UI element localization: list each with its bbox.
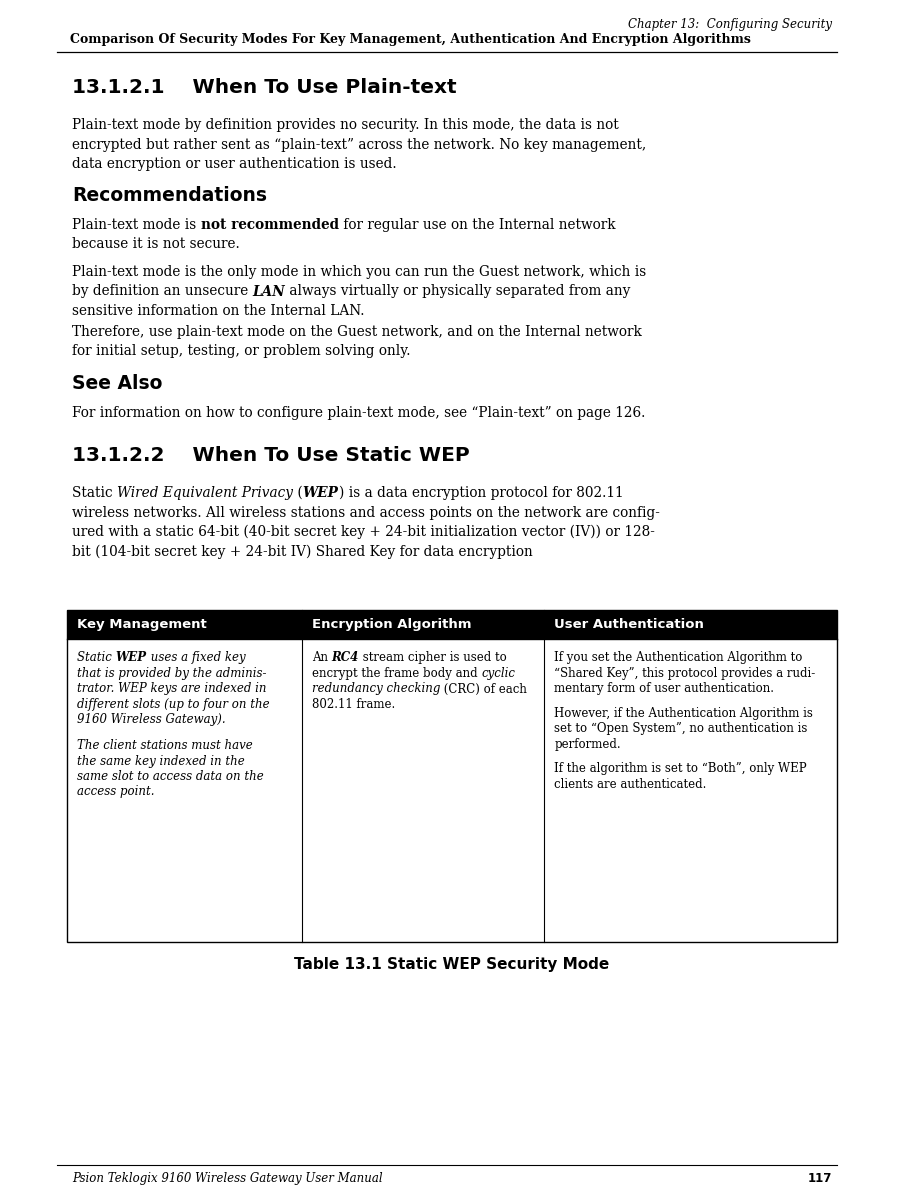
- Text: Table 13.1 Static WEP Security Mode: Table 13.1 Static WEP Security Mode: [294, 956, 609, 972]
- Text: WEP: WEP: [116, 651, 146, 664]
- Text: 802.11 frame.: 802.11 frame.: [312, 698, 395, 711]
- Text: Plain-text mode by definition provides no security. In this mode, the data is no: Plain-text mode by definition provides n…: [72, 119, 618, 132]
- Text: Therefore, use plain-text mode on the Guest network, and on the Internal network: Therefore, use plain-text mode on the Gu…: [72, 326, 641, 339]
- Text: always virtually or physically separated from any: always virtually or physically separated…: [285, 285, 630, 298]
- Text: bit (104-bit secret key + 24-bit IV) Shared Key for data encryption: bit (104-bit secret key + 24-bit IV) Sha…: [72, 545, 532, 559]
- Text: Encryption Algorithm: Encryption Algorithm: [312, 618, 470, 631]
- Text: Plain-text mode is the only mode in which you can run the Guest network, which i: Plain-text mode is the only mode in whic…: [72, 265, 646, 279]
- Text: set to “Open System”, no authentication is: set to “Open System”, no authentication …: [554, 723, 807, 735]
- Text: 13.1.2.1    When To Use Plain-text: 13.1.2.1 When To Use Plain-text: [72, 78, 456, 97]
- Text: different slots (up to four on the: different slots (up to four on the: [77, 698, 269, 711]
- Text: Wired Equivalent Privacy: Wired Equivalent Privacy: [116, 486, 293, 500]
- Text: the same key indexed in the: the same key indexed in the: [77, 754, 245, 767]
- Text: An: An: [312, 651, 331, 664]
- Text: by definition an unsecure: by definition an unsecure: [72, 285, 252, 298]
- Text: RC4: RC4: [331, 651, 358, 664]
- Text: “Shared Key”, this protocol provides a rudi-: “Shared Key”, this protocol provides a r…: [554, 667, 815, 680]
- Text: mentary form of user authentication.: mentary form of user authentication.: [554, 682, 774, 695]
- Text: 9160 Wireless Gateway).: 9160 Wireless Gateway).: [77, 713, 226, 727]
- Text: Recommendations: Recommendations: [72, 186, 266, 205]
- Text: stream cipher is used to: stream cipher is used to: [358, 651, 506, 664]
- Bar: [67, 639, 836, 942]
- Text: 13.1.2.2    When To Use Static WEP: 13.1.2.2 When To Use Static WEP: [72, 446, 470, 464]
- Text: User Authentication: User Authentication: [554, 618, 703, 631]
- Text: data encryption or user authentication is used.: data encryption or user authentication i…: [72, 157, 396, 171]
- Text: Comparison Of Security Modes For Key Management, Authentication And Encryption A: Comparison Of Security Modes For Key Man…: [70, 34, 750, 45]
- Text: performed.: performed.: [554, 739, 620, 751]
- Text: 117: 117: [806, 1172, 831, 1185]
- Text: uses a fixed key: uses a fixed key: [146, 651, 245, 664]
- Text: not recommended: not recommended: [200, 218, 339, 232]
- Text: For information on how to configure plain-text mode, see “Plain-text” on page 12: For information on how to configure plai…: [72, 406, 645, 420]
- Text: cyclic: cyclic: [480, 667, 515, 680]
- Bar: [67, 610, 836, 942]
- Text: clients are authenticated.: clients are authenticated.: [554, 778, 706, 791]
- Text: Psion Teklogix 9160 Wireless Gateway User Manual: Psion Teklogix 9160 Wireless Gateway Use…: [72, 1172, 382, 1185]
- Text: access point.: access point.: [77, 785, 154, 798]
- Text: that is provided by the adminis-: that is provided by the adminis-: [77, 667, 266, 680]
- Text: However, if the Authentication Algorithm is: However, if the Authentication Algorithm…: [554, 707, 813, 721]
- Text: sensitive information on the Internal LAN.: sensitive information on the Internal LA…: [72, 304, 364, 318]
- Text: ) is a data encryption protocol for 802.11: ) is a data encryption protocol for 802.…: [339, 486, 622, 500]
- Text: because it is not secure.: because it is not secure.: [72, 237, 239, 251]
- Text: trator. WEP keys are indexed in: trator. WEP keys are indexed in: [77, 682, 266, 695]
- Text: See Also: See Also: [72, 373, 163, 393]
- Text: (: (: [293, 486, 303, 500]
- Text: encrypt the frame body and: encrypt the frame body and: [312, 667, 480, 680]
- Text: Key Management: Key Management: [77, 618, 207, 631]
- Text: redundancy checking: redundancy checking: [312, 682, 440, 695]
- Text: The client stations must have: The client stations must have: [77, 739, 253, 752]
- Text: same slot to access data on the: same slot to access data on the: [77, 770, 264, 783]
- Text: Plain-text mode is: Plain-text mode is: [72, 218, 200, 232]
- Text: for regular use on the Internal network: for regular use on the Internal network: [339, 218, 615, 232]
- Text: ured with a static 64-bit (40-bit secret key + 24-bit initialization vector (IV): ured with a static 64-bit (40-bit secret…: [72, 525, 654, 540]
- Text: Chapter 13:  Configuring Security: Chapter 13: Configuring Security: [628, 18, 831, 31]
- Text: If the algorithm is set to “Both”, only WEP: If the algorithm is set to “Both”, only …: [554, 762, 806, 776]
- Text: (CRC) of each: (CRC) of each: [440, 682, 526, 695]
- Text: LAN: LAN: [252, 285, 285, 298]
- Text: If you set the Authentication Algorithm to: If you set the Authentication Algorithm …: [554, 651, 802, 664]
- Text: WEP: WEP: [303, 486, 339, 500]
- Text: for initial setup, testing, or problem solving only.: for initial setup, testing, or problem s…: [72, 345, 410, 358]
- Text: Static: Static: [77, 651, 116, 664]
- Text: encrypted but rather sent as “plain-text” across the network. No key management,: encrypted but rather sent as “plain-text…: [72, 138, 646, 152]
- Text: Static: Static: [72, 486, 116, 500]
- Bar: [67, 610, 836, 639]
- Text: wireless networks. All wireless stations and access points on the network are co: wireless networks. All wireless stations…: [72, 505, 659, 519]
